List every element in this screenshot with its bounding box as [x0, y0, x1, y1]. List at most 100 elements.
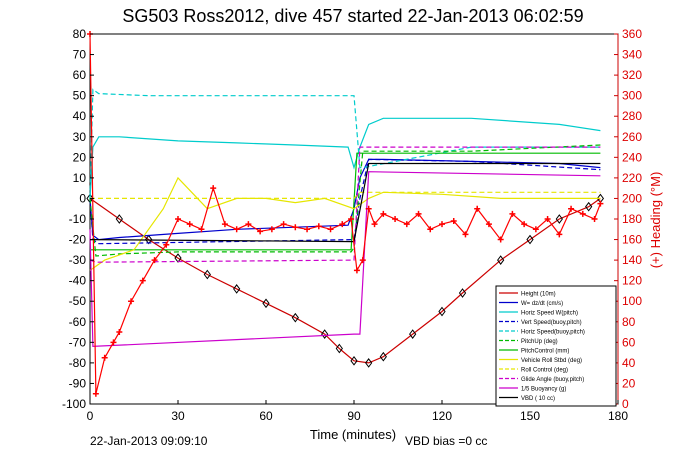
data-point: [203, 269, 211, 280]
data-point: [139, 277, 146, 284]
y-right-tick-label: 260: [622, 130, 642, 144]
data-point: [304, 226, 311, 233]
data-point: [509, 210, 516, 217]
data-point: [257, 228, 264, 235]
data-point: [210, 185, 217, 192]
y-right-tick-label: 140: [622, 253, 642, 267]
data-point: [268, 226, 275, 233]
series-line: [89, 144, 601, 257]
data-point: [458, 288, 467, 298]
data-point: [591, 216, 598, 222]
legend-label: Horiz Speed W(pitch): [521, 311, 578, 317]
data-point: [597, 200, 604, 207]
data-point: [409, 329, 417, 339]
data-point: [151, 257, 158, 264]
y-right-tick-label: 120: [622, 274, 642, 288]
data-point: [380, 210, 387, 217]
data-point: [526, 234, 534, 245]
x-tick-label: 0: [87, 409, 94, 423]
series-2: [89, 117, 601, 199]
y-right-tick-label: 160: [622, 233, 642, 247]
data-point: [92, 390, 99, 397]
legend-label: W= dz/dt (cm/s): [521, 301, 563, 307]
legend-label: Horiz Speed(buoy,pitch): [521, 330, 585, 336]
y-tick-label: 0: [79, 191, 86, 205]
legend-label: VBD ( 10 cc): [521, 396, 555, 402]
series-7: [89, 176, 601, 271]
y-tick-label: -40: [69, 274, 87, 288]
data-point: [579, 210, 586, 217]
data-point: [568, 205, 575, 212]
data-point: [315, 223, 322, 230]
data-point: [233, 284, 241, 294]
data-point: [474, 205, 481, 212]
series-line: [89, 197, 601, 364]
data-point: [438, 306, 446, 317]
legend-label: PitchUp (deg): [521, 339, 558, 345]
y-tick-label: -30: [69, 253, 87, 267]
data-point: [427, 226, 434, 233]
data-point: [348, 216, 355, 222]
y-right-tick-label: 80: [622, 315, 636, 329]
legend-label: Glide Angle (buoy,pitch): [521, 377, 584, 383]
series-line: [89, 171, 601, 348]
series-line: [89, 176, 601, 271]
y-right-tick-label: 240: [622, 150, 642, 164]
x-tick-label: 30: [171, 409, 185, 423]
data-point: [321, 329, 329, 339]
series-line: [89, 88, 601, 199]
legend-box: [495, 285, 617, 407]
legend-label: 1/5 Buoyancy (g): [521, 387, 566, 393]
series-4: [89, 88, 601, 199]
data-point: [365, 358, 373, 368]
y-tick-label: -80: [69, 356, 87, 370]
y-axis-right: 3603403203002802602402202001801601401201…: [614, 27, 642, 411]
data-point: [335, 343, 343, 354]
data-point: [392, 216, 399, 222]
data-point: [403, 221, 410, 228]
plot-area: [86, 31, 619, 405]
data-point: [327, 226, 334, 233]
y-axis-left: 80 70 60 50 40 30 20 10 0 -10 -20 -30 -40 -50 -60 -70 -8…: [62, 27, 94, 411]
legend: Height (10m) W= dz/dt (cm/s) Horiz Speed W…: [495, 285, 617, 407]
y-right-tick-label: 360: [622, 27, 642, 41]
data-point: [359, 257, 366, 264]
data-point: [350, 355, 358, 366]
y-axis-right-label: (+) Heading (°M): [648, 172, 663, 269]
legend-label: Roll Control (deg): [521, 368, 568, 374]
series-line: [89, 117, 601, 199]
y-tick-label: 70: [73, 48, 87, 62]
data-point: [175, 216, 181, 222]
data-point: [145, 234, 153, 245]
data-point: [544, 216, 551, 222]
series-line: [90, 191, 601, 199]
y-right-tick-label: 20: [622, 376, 636, 390]
data-point: [521, 221, 528, 228]
series-5: [89, 144, 601, 257]
y-right-tick-label: 320: [622, 68, 642, 82]
y-tick-label: 10: [73, 171, 87, 185]
series-8: [90, 191, 601, 199]
data-point: [371, 221, 378, 228]
data-point: [101, 354, 108, 361]
series-12: [87, 31, 604, 397]
x-tick-label: 60: [259, 409, 273, 423]
y-tick-label: 20: [73, 150, 87, 164]
data-point: [450, 218, 457, 225]
series-0: [86, 193, 605, 368]
data-point: [365, 205, 372, 212]
data-point: [262, 298, 270, 309]
y-right-tick-label: 200: [622, 191, 642, 205]
y-tick-label: 60: [73, 68, 87, 82]
data-point: [292, 224, 299, 231]
x-tick-label: 120: [432, 409, 452, 423]
y-right-tick-label: 40: [622, 356, 636, 370]
data-point: [556, 231, 563, 238]
data-point: [233, 226, 240, 233]
data-point: [353, 267, 360, 274]
data-point: [221, 221, 228, 228]
y-tick-label: -90: [69, 376, 87, 390]
y-tick-label: 50: [73, 89, 87, 103]
legend-label: PitchControl (mm): [521, 349, 569, 355]
